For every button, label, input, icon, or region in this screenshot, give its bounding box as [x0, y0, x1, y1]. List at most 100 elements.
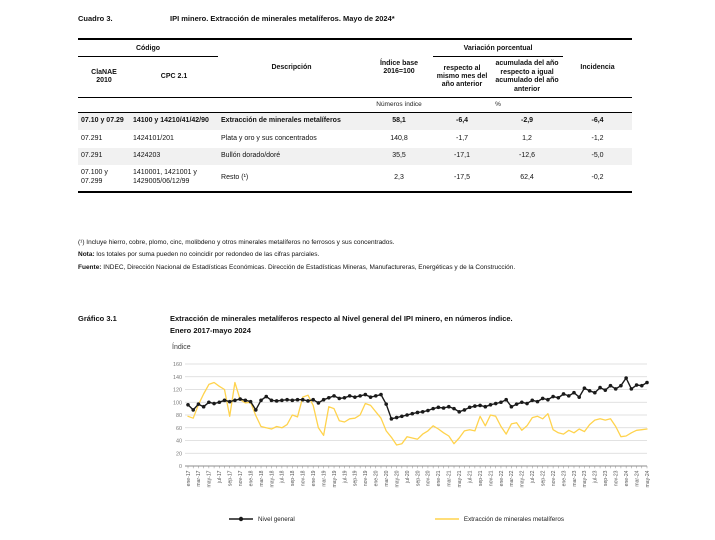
svg-text:may-17: may-17 [207, 470, 213, 487]
svg-text:jul-22: jul-22 [530, 470, 536, 484]
svg-text:80: 80 [176, 413, 182, 419]
table-row: 07.100 y 07.299 1410001, 1421001 y 14290… [78, 165, 632, 192]
svg-text:mar-21: mar-21 [447, 470, 453, 486]
svg-text:jul-18: jul-18 [280, 470, 286, 484]
cell-var-acum: -12,6 [519, 152, 535, 160]
cell-cpc: 14100 y 14210/41/42/90 [133, 117, 209, 125]
svg-text:mar-23: mar-23 [572, 470, 578, 486]
cell-var-mes: -1,7 [455, 134, 469, 142]
fuente-label: Fuente: [78, 263, 102, 271]
cell-var-mes: -6,4 [455, 117, 469, 125]
svg-text:ene-24: ene-24 [624, 470, 630, 486]
col-header-descripcion: Descripción [218, 39, 366, 98]
svg-text:nov-23: nov-23 [614, 470, 620, 486]
table-row: 07.10 y 07.29 14100 y 14210/41/42/90 Ext… [78, 112, 633, 131]
cell-incidencia: -1,2 [591, 134, 604, 142]
svg-text:ene-21: ene-21 [436, 470, 442, 486]
svg-text:100: 100 [173, 400, 182, 406]
svg-text:ene-19: ene-19 [311, 470, 317, 486]
legend-item-extraccion: Extracción de minerales metalíferos [434, 515, 564, 523]
svg-text:ene-22: ene-22 [499, 470, 505, 486]
svg-text:sep-19: sep-19 [353, 470, 359, 486]
svg-text:140: 140 [173, 375, 182, 381]
nivel-general-line-icon [229, 516, 253, 522]
cell-descripcion: Plata y oro y sus concentrados [221, 134, 317, 142]
grafico-heading: Gráfico 3.1 Extracción de minerales meta… [78, 313, 513, 336]
svg-text:ene-17: ene-17 [186, 470, 192, 486]
svg-text:mar-22: mar-22 [509, 470, 515, 486]
cell-var-acum: 62,4 [520, 173, 534, 181]
svg-text:may-22: may-22 [520, 470, 526, 487]
cell-incidencia: -0,2 [591, 173, 604, 181]
svg-text:20: 20 [176, 451, 182, 457]
cell-var-acum: -2,9 [520, 117, 534, 125]
svg-text:sep-23: sep-23 [603, 470, 609, 486]
svg-text:sep-22: sep-22 [540, 470, 546, 486]
svg-text:jul-19: jul-19 [342, 470, 348, 484]
svg-text:jul-20: jul-20 [405, 470, 411, 484]
cell-incidencia: -5,0 [591, 152, 604, 160]
extraccion-line-icon [434, 518, 459, 520]
svg-text:160: 160 [173, 362, 182, 368]
legend-item-nivel-general: Nivel general [228, 515, 295, 523]
cell-descripcion: Extracción de minerales metalíferos [221, 117, 341, 125]
table-group-header-row: Código Descripción Índice base 2016=100 … [78, 39, 633, 98]
cell-indice: 2,3 [394, 173, 404, 181]
cuadro-heading: Cuadro 3. IPI minero. Extracción de mine… [78, 13, 395, 25]
svg-text:nov-17: nov-17 [238, 470, 244, 486]
svg-text:0: 0 [179, 464, 182, 470]
footnote-fuente: Fuente: INDEC, Dirección Nacional de Est… [78, 262, 515, 274]
group-header-codigo: Código [78, 39, 219, 58]
table-units-row: Números índice % [78, 97, 633, 113]
svg-text:nov-22: nov-22 [551, 470, 557, 486]
svg-text:sep-20: sep-20 [415, 470, 421, 486]
cell-clanae: 07.291 [81, 134, 103, 142]
svg-text:ene-23: ene-23 [561, 470, 567, 486]
cell-indice: 35,5 [392, 152, 406, 160]
grafico-label: Gráfico 3.1 [78, 314, 117, 323]
fuente-text: INDEC, Dirección Nacional de Estadística… [101, 263, 516, 271]
cell-indice: 58,1 [392, 117, 406, 125]
cell-clanae: 07.100 y 07.299 [81, 169, 108, 185]
cell-descripcion: Resto (¹) [221, 173, 249, 181]
grafico-title: Extracción de minerales metalíferos resp… [170, 314, 513, 335]
cuadro-title: IPI minero. Extracción de minerales meta… [170, 14, 395, 23]
nota-label: Nota: [78, 251, 95, 259]
table-footnotes: (¹) Incluye hierro, cobre, plomo, cinc, … [78, 237, 515, 274]
svg-text:sep-21: sep-21 [478, 470, 484, 486]
units-numeros-indice: Números índice [365, 97, 434, 113]
units-empty-2 [563, 97, 633, 113]
cell-var-mes: -17,1 [454, 152, 470, 160]
svg-text:may-20: may-20 [394, 470, 400, 487]
svg-text:jul-17: jul-17 [217, 470, 223, 484]
svg-text:nov-20: nov-20 [426, 470, 432, 486]
svg-text:may-23: may-23 [582, 470, 588, 487]
table-row: 07.291 1424203 Bullón dorado/doré 35,5 -… [78, 147, 633, 165]
cell-cpc: 1424203 [133, 152, 161, 160]
units-percent: % [433, 97, 564, 113]
svg-text:mar-20: mar-20 [384, 470, 390, 486]
svg-text:mar-19: mar-19 [321, 470, 327, 486]
svg-text:may-19: may-19 [332, 470, 338, 487]
table-row: 07.291 1424101/201 Plata y oro y sus con… [78, 130, 632, 147]
svg-text:sep-18: sep-18 [290, 470, 296, 486]
cell-indice: 140,8 [390, 134, 408, 142]
col-header-cpc: CPC 2.1 [130, 56, 219, 98]
col-header-var-acum: acumulada del año respecto a igual acumu… [491, 56, 564, 98]
line-chart: 0 20 40 60 80 100 120 140 160 ene-17 mar-17 may-17 j… [173, 362, 651, 488]
cuadro-label: Cuadro 3. [78, 14, 113, 23]
legend-label-nivel-general: Nivel general [258, 515, 295, 523]
svg-text:120: 120 [173, 388, 182, 394]
cell-cpc: 1424101/201 [133, 134, 174, 142]
table-subheader-row: ClaNAE 2010 CPC 2.1 respecto al mismo me… [78, 56, 632, 98]
svg-text:nov-19: nov-19 [363, 470, 369, 486]
cell-var-mes: -17,5 [454, 173, 470, 181]
svg-text:mar-17: mar-17 [196, 470, 202, 486]
svg-text:mar-18: mar-18 [259, 470, 265, 486]
units-empty [78, 97, 366, 113]
footnote-nota: Nota: los totales por suma pueden no coi… [78, 249, 515, 261]
legend-label-extraccion: Extracción de minerales metalíferos [463, 515, 564, 523]
nota-text: los totales por suma pueden no coincidir… [94, 251, 320, 259]
col-header-var-mes: respecto al mismo mes del año anterior [433, 56, 492, 98]
